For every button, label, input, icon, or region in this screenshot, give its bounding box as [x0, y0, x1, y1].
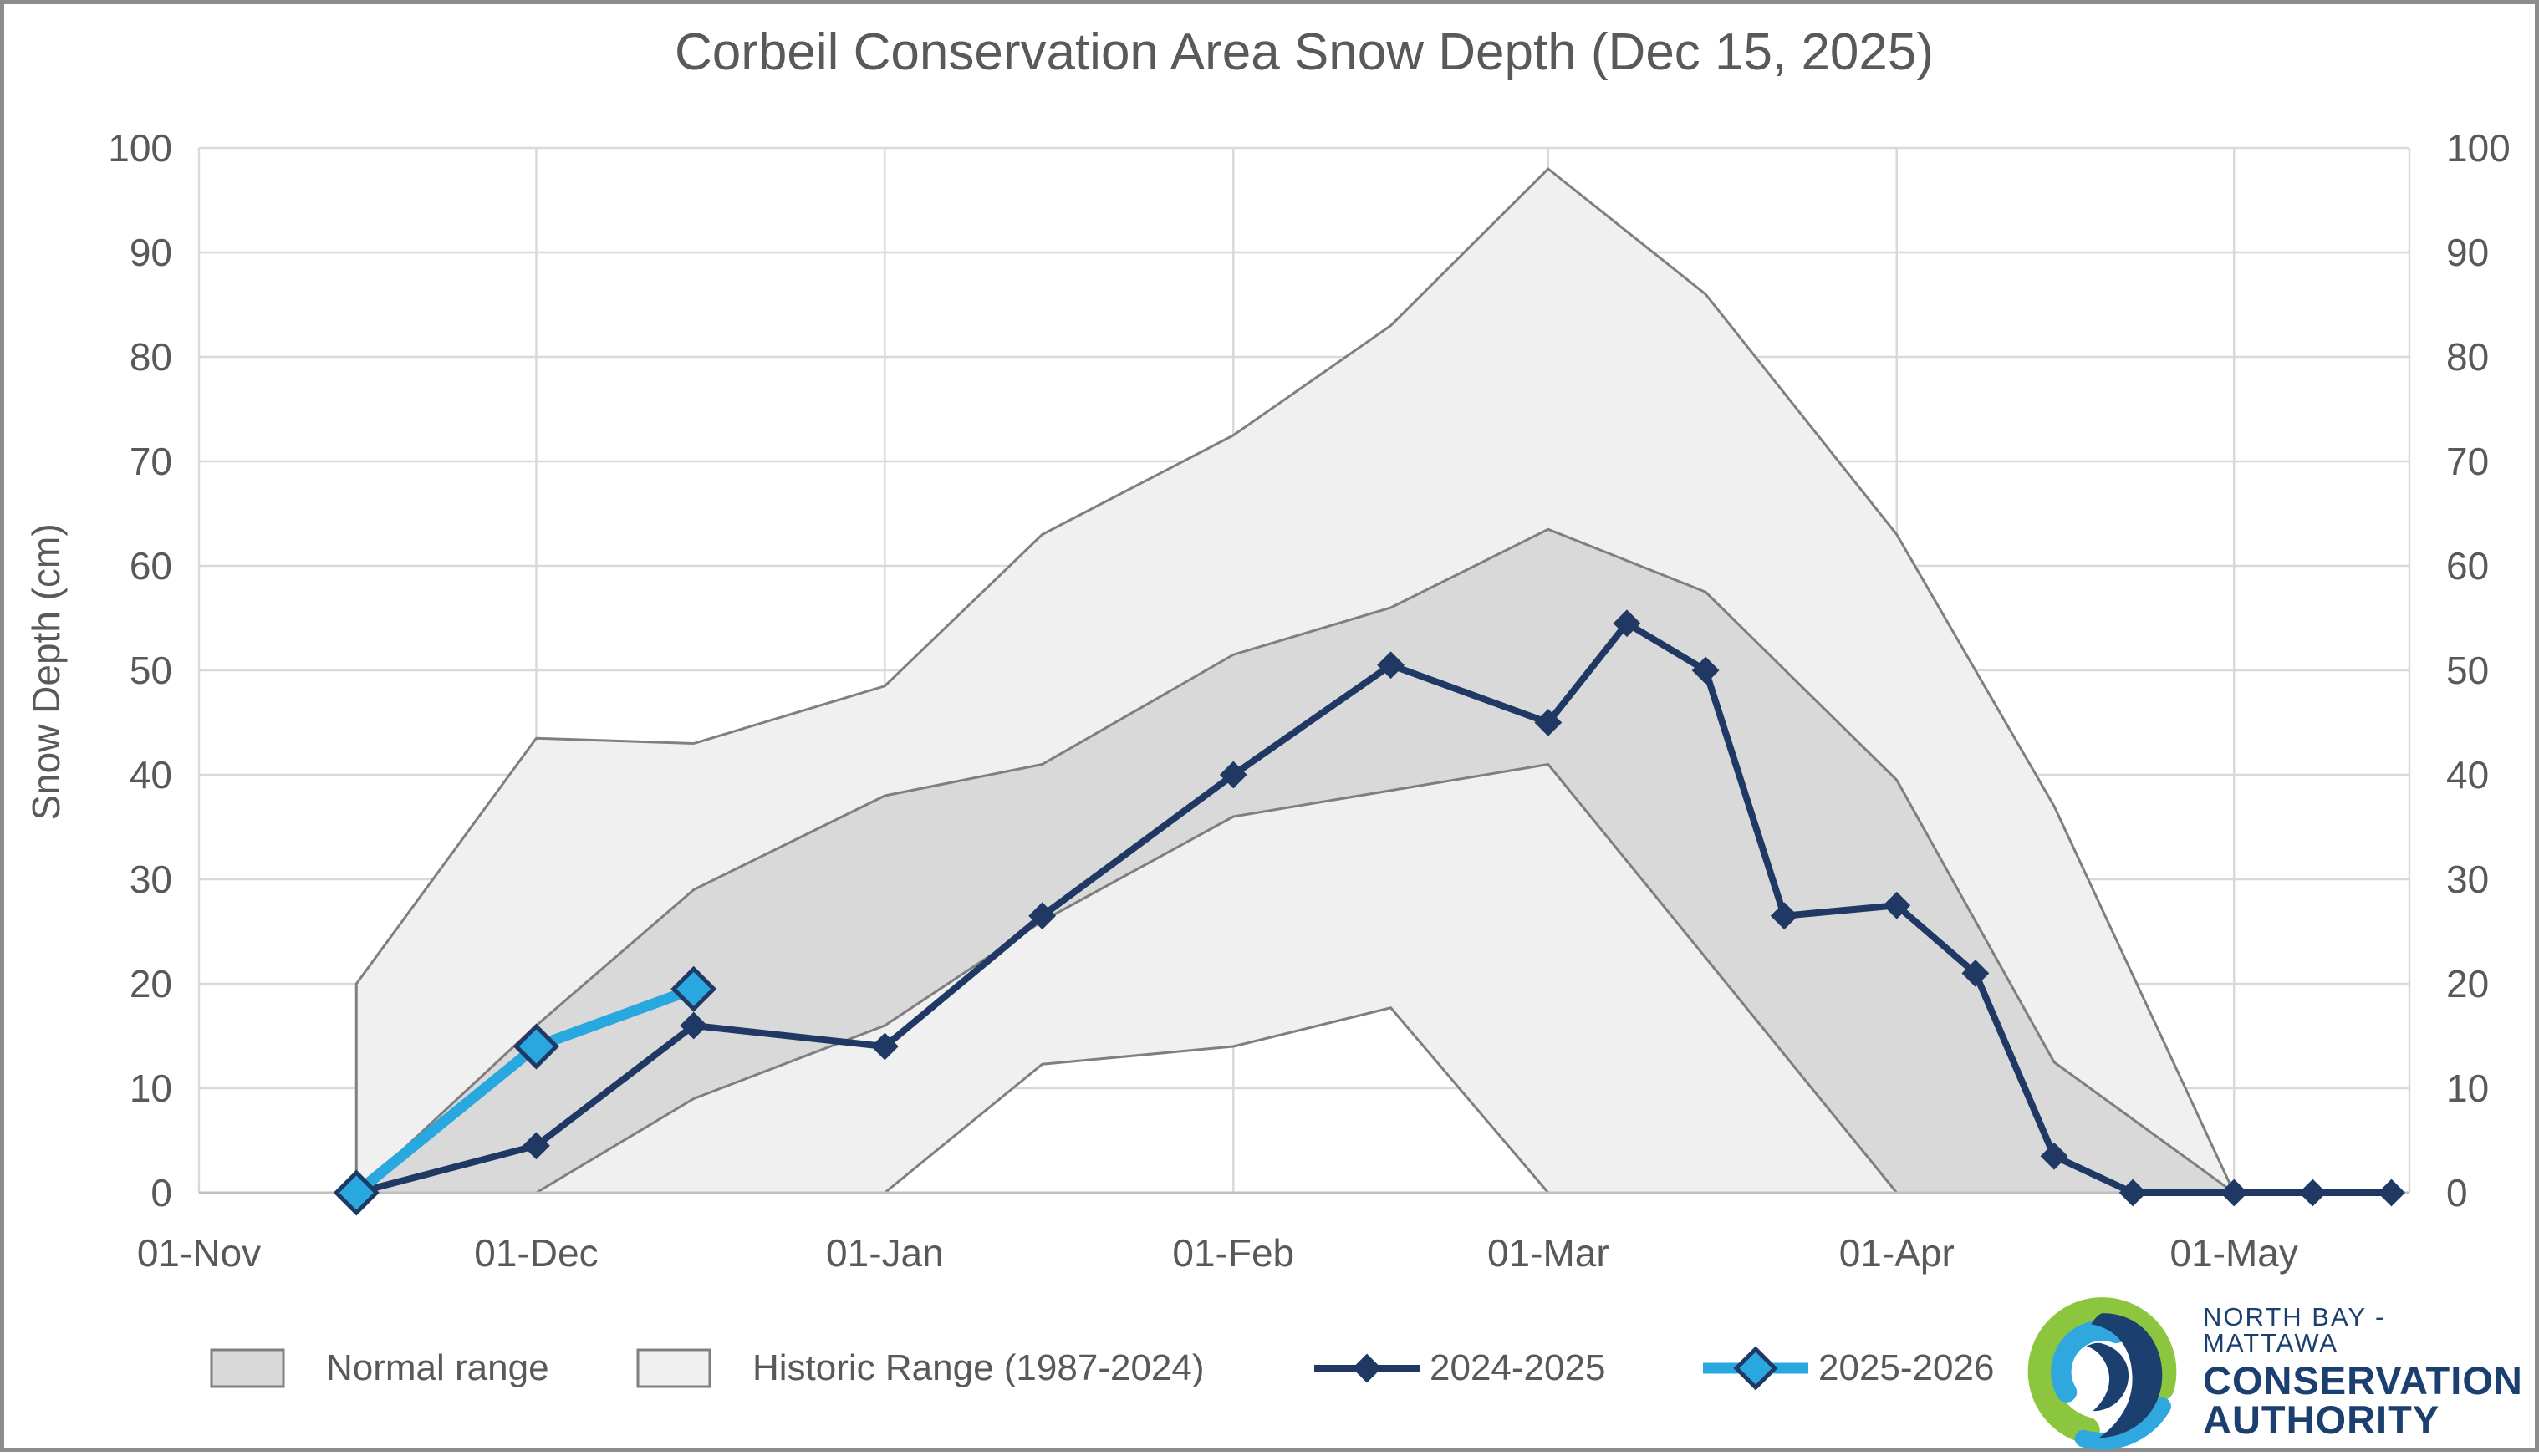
- y-tick-label-right: 70: [2446, 440, 2489, 483]
- data-point-2025-2026: [333, 1169, 380, 1216]
- data-point-2024-2025: [680, 1011, 708, 1040]
- y-tick-label-right: 10: [2446, 1067, 2489, 1110]
- y-tick-label-right: 20: [2446, 962, 2489, 1005]
- y-tick-label-left: 30: [130, 858, 172, 901]
- data-point-2024-2025: [1534, 709, 1563, 736]
- logo-blue-arc: [2051, 1320, 2154, 1423]
- y-tick-label-left: 90: [130, 231, 172, 274]
- logo-navy-curl: [2086, 1342, 2129, 1411]
- y-tick-label-left: 20: [130, 962, 172, 1005]
- y-tick-label-right: 30: [2446, 858, 2489, 901]
- y-tick-label-left: 80: [130, 335, 172, 379]
- y-tick-label-left: 0: [150, 1171, 172, 1214]
- y-tick-label-right: 100: [2446, 126, 2511, 170]
- data-point-2024-2025: [1770, 902, 1798, 930]
- data-point-2024-2025: [523, 1132, 550, 1160]
- snow-depth-plot: 0 0 10 10 20 20 30 30 40 40 50 50 60 60 70 70 80 80 90 90 10…: [108, 126, 2511, 1275]
- data-point-2024-2025: [1219, 761, 1247, 789]
- x-tick-label: 01-Dec: [474, 1231, 598, 1275]
- y-tick-label-right: 50: [2446, 649, 2489, 692]
- nbmca-logo: NORTH BAY - MATTAWA CONSERVATION AUTHORI…: [2023, 1290, 2525, 1453]
- logo-org-name-1: CONSERVATION: [2203, 1357, 2523, 1403]
- chart-canvas: Corbeil Conservation Area Snow Depth (De…: [4, 4, 2535, 1450]
- data-point-2024-2025: [1691, 656, 1720, 685]
- logo-blue-tail-arc: [2023, 1292, 2181, 1450]
- data-point-2024-2025: [2118, 1179, 2147, 1207]
- y-tick-label-left: 70: [130, 440, 172, 483]
- y-tick-label-left: 10: [130, 1067, 172, 1110]
- x-tick-label: 01-Jan: [826, 1231, 944, 1275]
- data-point-2025-2026: [512, 1023, 559, 1070]
- y-tick-label-left: 100: [108, 126, 172, 170]
- nbmca-logo-text: NORTH BAY - MATTAWA CONSERVATION AUTHORI…: [2203, 1304, 2525, 1439]
- logo-org-name-2: AUTHORITY: [2203, 1397, 2440, 1442]
- x-tick-label: 01-Mar: [1487, 1231, 1609, 1275]
- y-tick-label-right: 90: [2446, 231, 2489, 274]
- data-point-2025-2026: [670, 965, 717, 1012]
- x-tick-label: 01-Apr: [1839, 1231, 1955, 1275]
- data-point-2024-2025: [2378, 1179, 2405, 1207]
- data-point-2024-2025: [2040, 1142, 2068, 1170]
- data-point-2024-2025: [2220, 1179, 2248, 1207]
- data-point-2024-2025: [870, 1032, 899, 1061]
- series-line-2024-2025: [353, 619, 2395, 1196]
- data-point-2024-2025: [1028, 902, 1057, 930]
- data-point-2024-2025: [2298, 1179, 2327, 1207]
- x-tick-label: 01-Feb: [1172, 1231, 1294, 1275]
- logo-navy-swirl: [2091, 1312, 2163, 1438]
- logo-org-region: NORTH BAY - MATTAWA: [2203, 1301, 2386, 1357]
- y-tick-label-right: 60: [2446, 544, 2489, 588]
- data-point-2024-2025: [1377, 651, 1405, 680]
- data-point-2024-2025: [1883, 891, 1911, 919]
- data-point-2024-2025: [1613, 609, 1641, 638]
- y-tick-label-left: 60: [130, 544, 172, 588]
- y-tick-label-left: 40: [130, 753, 172, 797]
- y-tick-label-left: 50: [130, 649, 172, 692]
- y-tick-label-right: 40: [2446, 753, 2489, 797]
- nbmca-logo-emblem-icon: [2023, 1292, 2181, 1450]
- x-tick-label: 01-May: [2170, 1231, 2298, 1275]
- y-tick-label-right: 0: [2446, 1171, 2468, 1214]
- y-tick-label-right: 80: [2446, 335, 2489, 379]
- data-point-2024-2025: [1961, 960, 1990, 987]
- chart-title: Corbeil Conservation Area Snow Depth (De…: [674, 23, 1935, 81]
- x-tick-label: 01-Nov: [137, 1231, 261, 1275]
